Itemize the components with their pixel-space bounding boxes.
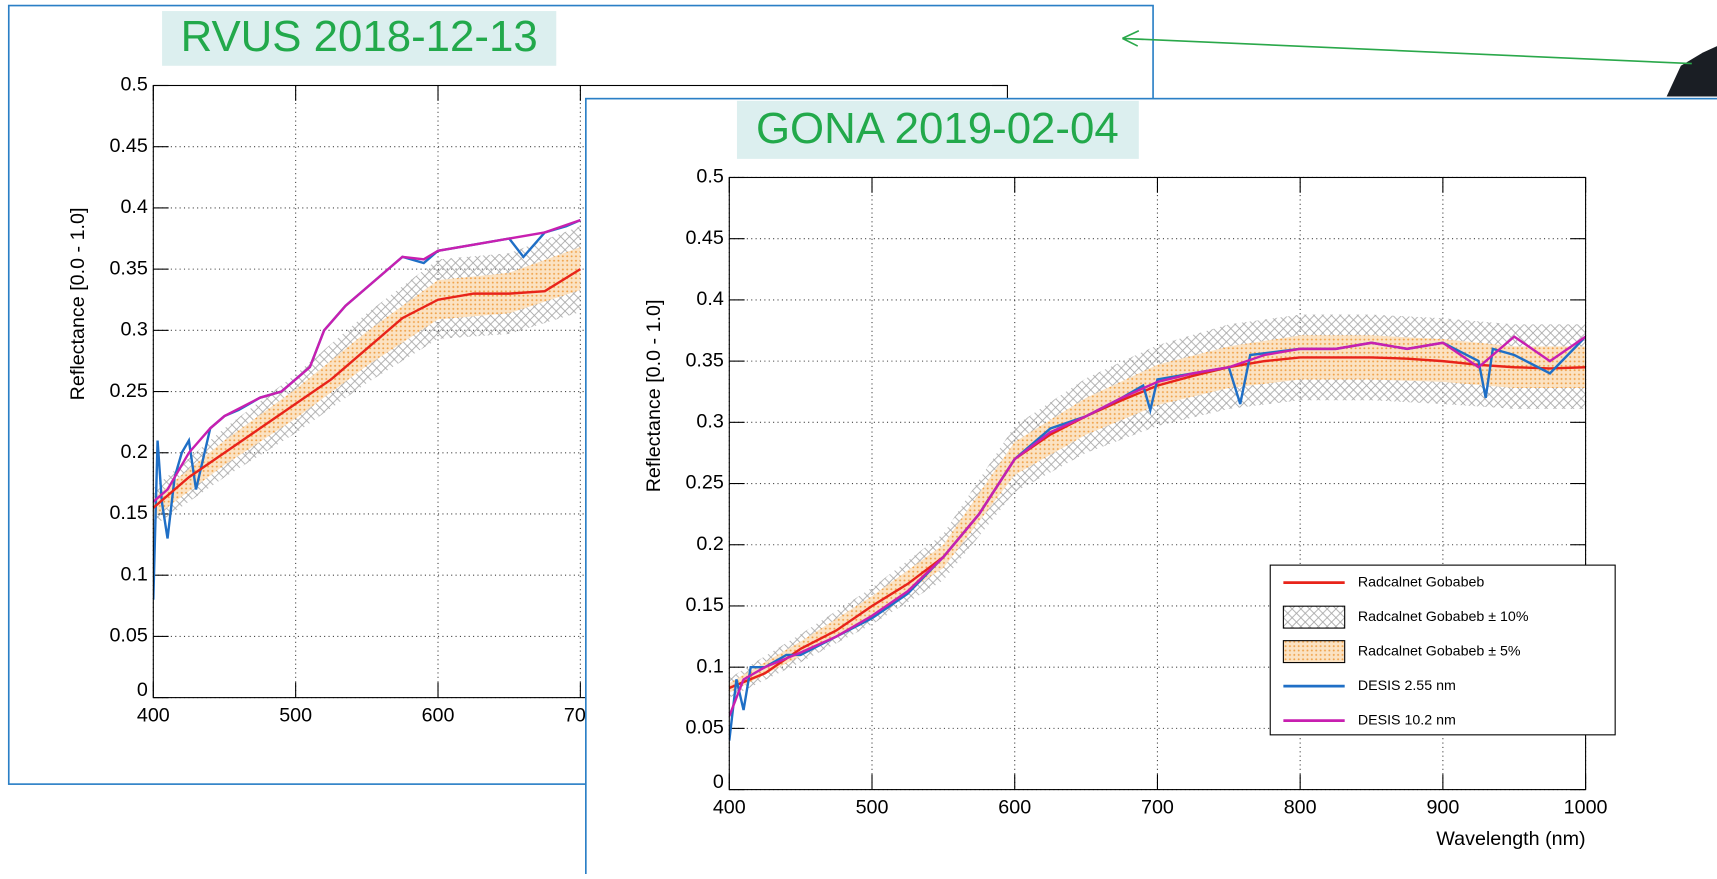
x-tick-label: 700 xyxy=(1141,796,1174,818)
y-tick-label: 0.1 xyxy=(696,655,723,677)
series-line xyxy=(729,335,1586,717)
plot-area xyxy=(153,219,581,600)
legend-label: DESIS 2.55 nm xyxy=(1358,678,1456,694)
legend-label: DESIS 10.2 nm xyxy=(1358,712,1456,728)
y-tick-label: 0.2 xyxy=(120,441,147,463)
series-line xyxy=(729,356,1586,690)
y-tick-label: 0.4 xyxy=(120,196,147,218)
x-tick-label: 1000 xyxy=(1564,796,1608,818)
y-tick-label: 0.35 xyxy=(109,257,147,279)
legend-swatch xyxy=(1282,605,1346,629)
y-tick-label: 0 xyxy=(713,771,724,793)
y-axis-label: Reflectance [0.0 - 1.0] xyxy=(67,208,89,401)
title-box xyxy=(162,11,557,66)
y-tick-label: 0.1 xyxy=(120,563,147,585)
y-tick-label: 0.15 xyxy=(109,502,147,524)
series-line xyxy=(153,219,581,503)
legend-label: Radcalnet Gobabeb ± 10% xyxy=(1358,609,1529,625)
plot-frame xyxy=(728,176,1587,791)
y-tick-label: 0.25 xyxy=(109,380,147,402)
y-tick-label: 0.25 xyxy=(685,472,723,494)
x-tick-label: 900 xyxy=(1426,796,1459,818)
y-tick-label: 0.5 xyxy=(696,166,723,188)
panel-gona: GONA 2019-02-04 0 0.05 0.1 0.15 0.2 0.25 0.3 0.… xyxy=(585,97,1717,879)
band xyxy=(729,335,1586,693)
y-tick-label: 0.3 xyxy=(120,319,147,341)
panel-title: GONA 2019-02-04 xyxy=(756,104,1119,153)
y-tick-label: 0.2 xyxy=(696,533,723,555)
y-tick-label: 0.05 xyxy=(109,625,147,647)
plot-area xyxy=(729,314,1586,741)
x-tick-label: 400 xyxy=(713,796,746,818)
x-tick-label: 800 xyxy=(1284,796,1317,818)
y-axis-label: Reflectance [0.0 - 1.0] xyxy=(643,300,665,493)
band xyxy=(153,247,581,518)
arrow xyxy=(1122,30,1692,65)
panel-frame xyxy=(585,97,1717,879)
title-box xyxy=(736,100,1139,159)
y-tick-label: 0.45 xyxy=(109,135,147,157)
series-line xyxy=(153,268,581,509)
y-tick-label: 0.45 xyxy=(685,227,723,249)
legend-swatch xyxy=(1282,640,1346,664)
y-tick-label: 0.05 xyxy=(685,717,723,739)
panel-title: RVUS 2018-12-13 xyxy=(181,12,538,61)
y-tick-label: 0.4 xyxy=(696,288,723,310)
photo-fragment xyxy=(1666,46,1717,97)
y-tick-label: 0.15 xyxy=(685,594,723,616)
x-tick-label: 500 xyxy=(856,796,889,818)
x-tick-label: 600 xyxy=(998,796,1031,818)
legend-label: Radcalnet Gobabeb xyxy=(1358,574,1485,590)
x-axis-label: Wavelength (nm) xyxy=(1436,828,1585,850)
y-tick-label: 0.5 xyxy=(120,74,147,96)
y-tick-label: 0.3 xyxy=(696,411,723,433)
x-tick-label: 600 xyxy=(422,704,455,726)
x-tick-label: 500 xyxy=(279,704,312,726)
y-tick-label: 0.35 xyxy=(685,349,723,371)
x-tick-label: 400 xyxy=(137,704,170,726)
legend-label: Radcalnet Gobabeb ± 5% xyxy=(1358,643,1521,659)
y-tick-label: 0 xyxy=(137,679,148,701)
